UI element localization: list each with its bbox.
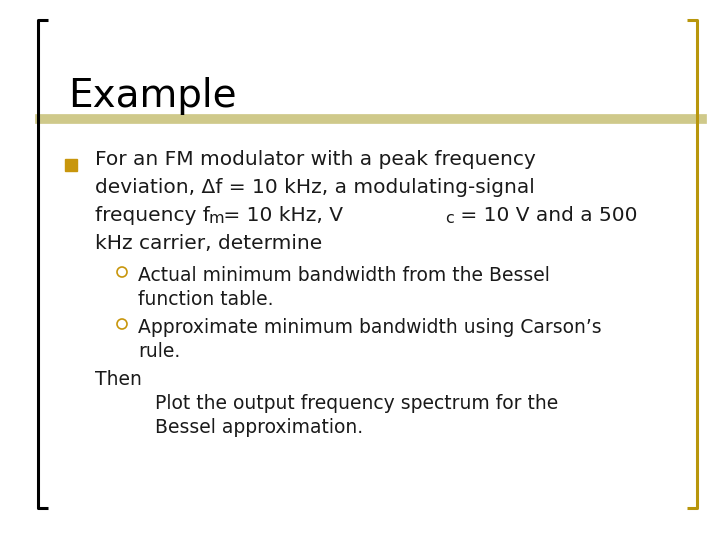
Text: Then: Then xyxy=(95,370,142,389)
Text: = 10 kHz, V: = 10 kHz, V xyxy=(217,206,343,225)
Text: c: c xyxy=(445,211,454,226)
Text: deviation, Δf = 10 kHz, a modulating-signal: deviation, Δf = 10 kHz, a modulating-sig… xyxy=(95,178,535,197)
Text: For an FM modulator with a peak frequency: For an FM modulator with a peak frequenc… xyxy=(95,150,536,169)
Bar xyxy=(65,159,77,171)
Text: Approximate minimum bandwidth using Carson’s: Approximate minimum bandwidth using Cars… xyxy=(138,318,602,337)
Text: = 10 V and a 500: = 10 V and a 500 xyxy=(454,206,637,225)
Text: function table.: function table. xyxy=(138,290,274,309)
Text: rule.: rule. xyxy=(138,342,180,361)
Text: Bessel approximation.: Bessel approximation. xyxy=(155,418,363,437)
Text: Actual minimum bandwidth from the Bessel: Actual minimum bandwidth from the Bessel xyxy=(138,266,550,285)
Text: kHz carrier, determine: kHz carrier, determine xyxy=(95,234,323,253)
Text: frequency f: frequency f xyxy=(95,206,210,225)
Text: Plot the output frequency spectrum for the: Plot the output frequency spectrum for t… xyxy=(155,394,558,413)
Text: m: m xyxy=(208,211,224,226)
Text: Example: Example xyxy=(68,77,237,115)
